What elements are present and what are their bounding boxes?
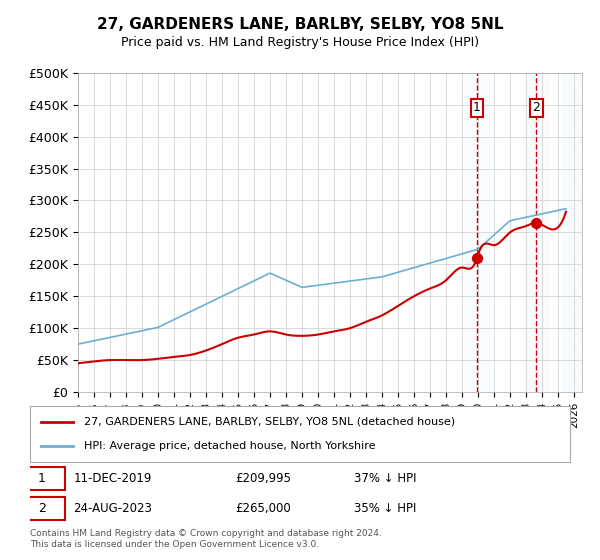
FancyBboxPatch shape [19, 467, 65, 489]
Point [532, 218, 541, 227]
Text: Price paid vs. HM Land Registry's House Price Index (HPI): Price paid vs. HM Land Registry's House … [121, 36, 479, 49]
Text: 27, GARDENERS LANE, BARLBY, SELBY, YO8 5NL (detached house): 27, GARDENERS LANE, BARLBY, SELBY, YO8 5… [84, 417, 455, 427]
Bar [465, 73, 489, 392]
Text: 37% ↓ HPI: 37% ↓ HPI [354, 472, 416, 485]
Text: 24-AUG-2023: 24-AUG-2023 [73, 502, 152, 515]
Bar [524, 73, 548, 392]
Text: 1: 1 [473, 101, 481, 114]
Text: Contains HM Land Registry data © Crown copyright and database right 2024.
This d: Contains HM Land Registry data © Crown c… [30, 529, 382, 549]
FancyBboxPatch shape [30, 406, 570, 462]
Text: 1: 1 [38, 472, 46, 485]
FancyBboxPatch shape [19, 497, 65, 520]
Text: 2: 2 [38, 502, 46, 515]
Text: 2: 2 [532, 101, 541, 114]
Point [472, 254, 482, 263]
Text: £209,995: £209,995 [235, 472, 291, 485]
Text: 11-DEC-2019: 11-DEC-2019 [73, 472, 152, 485]
Text: HPI: Average price, detached house, North Yorkshire: HPI: Average price, detached house, Nort… [84, 441, 376, 451]
Bar [563, 73, 582, 392]
Text: £265,000: £265,000 [235, 502, 291, 515]
Text: 27, GARDENERS LANE, BARLBY, SELBY, YO8 5NL: 27, GARDENERS LANE, BARLBY, SELBY, YO8 5… [97, 17, 503, 32]
Text: 35% ↓ HPI: 35% ↓ HPI [354, 502, 416, 515]
